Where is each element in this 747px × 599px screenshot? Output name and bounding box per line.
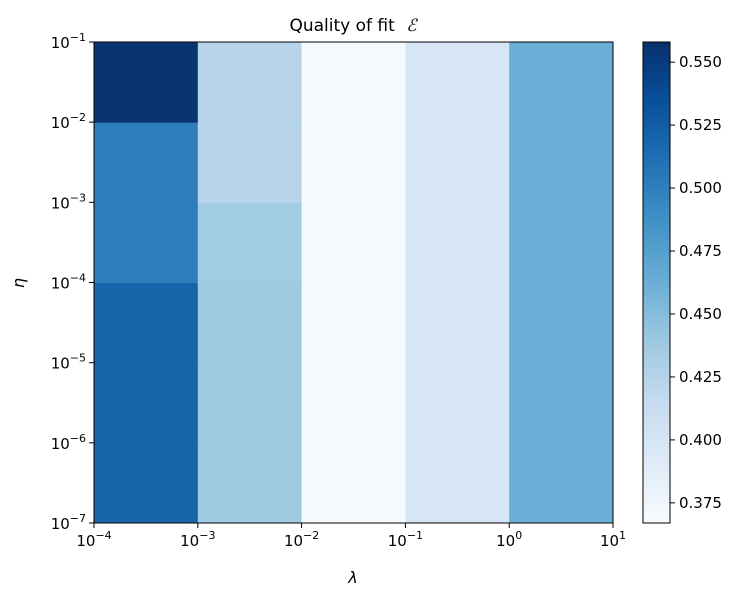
heatmap-cell-r2-c2 bbox=[301, 282, 406, 364]
heatmap-cell-r5-c1 bbox=[197, 42, 303, 123]
heatmap-cell-r5-c2 bbox=[301, 42, 406, 123]
x-tick-label-3: 10−1 bbox=[388, 529, 423, 550]
chart-title-text: Quality of fit bbox=[289, 16, 395, 36]
heatmap-cell-r4-c1 bbox=[197, 122, 303, 203]
colorbar-tick-label-2: 0.425 bbox=[679, 368, 722, 386]
heatmap-cell-r1-c1 bbox=[197, 362, 303, 444]
y-tick-label-5: 10−2 bbox=[51, 111, 86, 132]
heatmap-cells bbox=[94, 42, 614, 524]
x-tick-label-0: 10−4 bbox=[76, 529, 111, 550]
y-tick-label-0: 10−7 bbox=[51, 512, 86, 533]
heatmap-cell-r4-c0 bbox=[94, 122, 199, 203]
heatmap-cell-r1-c3 bbox=[405, 362, 510, 444]
colorbar-tick-label-1: 0.400 bbox=[679, 431, 722, 449]
heatmap-cell-r0-c3 bbox=[405, 442, 510, 524]
y-tick-label-6: 10−1 bbox=[51, 31, 86, 52]
x-axis-ticks: 10−4 10−3 10−2 10−1 100 101 bbox=[76, 523, 626, 550]
heatmap-cell-r1-c0 bbox=[94, 362, 199, 444]
x-tick-label-5: 101 bbox=[600, 529, 626, 550]
heatmap-cell-r0-c2 bbox=[301, 442, 406, 524]
x-tick-label-2: 10−2 bbox=[284, 529, 319, 550]
y-tick-label-3: 10−4 bbox=[51, 272, 86, 293]
heatmap-cell-r5-c4 bbox=[509, 42, 614, 123]
y-axis-ticks: 10−7 10−6 10−5 10−4 10−3 10−2 10−1 bbox=[51, 31, 94, 533]
heatmap-cell-r4-c4 bbox=[509, 122, 614, 203]
heatmap-cell-r1-c2 bbox=[301, 362, 406, 444]
heatmap-cell-r2-c0 bbox=[94, 282, 199, 364]
x-tick-label-4: 100 bbox=[496, 529, 522, 550]
colorbar-tick-label-6: 0.525 bbox=[679, 116, 722, 134]
colorbar-tick-label-3: 0.450 bbox=[679, 305, 722, 323]
x-tick-label-1: 10−3 bbox=[180, 529, 215, 550]
chart-title: Quality of fit ℰ bbox=[289, 16, 418, 36]
y-tick-label-2: 10−5 bbox=[51, 352, 86, 373]
heatmap-cell-r3-c4 bbox=[509, 202, 614, 283]
colorbar-tick-label-4: 0.475 bbox=[679, 242, 722, 260]
chart-title-symbol: ℰ bbox=[406, 16, 418, 36]
heatmap-cell-r3-c3 bbox=[405, 202, 510, 283]
y-tick-label-4: 10−3 bbox=[51, 191, 86, 212]
heatmap-cell-r0-c0 bbox=[94, 442, 199, 524]
heatmap-cell-r3-c1 bbox=[197, 202, 303, 283]
colorbar-ticks: 0.375 0.400 0.425 0.450 0.475 0.500 0.525 0.550 bbox=[670, 53, 722, 512]
colorbar-tick-label-0: 0.375 bbox=[679, 494, 722, 512]
heatmap-cell-r4-c2 bbox=[301, 122, 406, 203]
y-tick-label-1: 10−6 bbox=[51, 432, 86, 453]
heatmap-cell-r0-c1 bbox=[197, 442, 303, 524]
heatmap-cell-r4-c3 bbox=[405, 122, 510, 203]
heatmap-cell-r0-c4 bbox=[509, 442, 614, 524]
heatmap-cell-r3-c2 bbox=[301, 202, 406, 283]
colorbar bbox=[642, 41, 671, 524]
x-axis-label: λ bbox=[347, 568, 357, 587]
heatmap-cell-r2-c1 bbox=[197, 282, 303, 364]
colorbar-tick-label-7: 0.550 bbox=[679, 53, 722, 71]
y-axis-label: η bbox=[9, 278, 28, 288]
heatmap-cell-r5-c3 bbox=[405, 42, 510, 123]
heatmap-cell-r2-c4 bbox=[509, 282, 614, 364]
colorbar-tick-label-5: 0.500 bbox=[679, 179, 722, 197]
heatmap-cell-r2-c3 bbox=[405, 282, 510, 364]
heatmap-cell-r3-c0 bbox=[94, 202, 199, 283]
heatmap-cell-r5-c0 bbox=[94, 42, 199, 123]
heatmap-cell-r1-c4 bbox=[509, 362, 614, 444]
